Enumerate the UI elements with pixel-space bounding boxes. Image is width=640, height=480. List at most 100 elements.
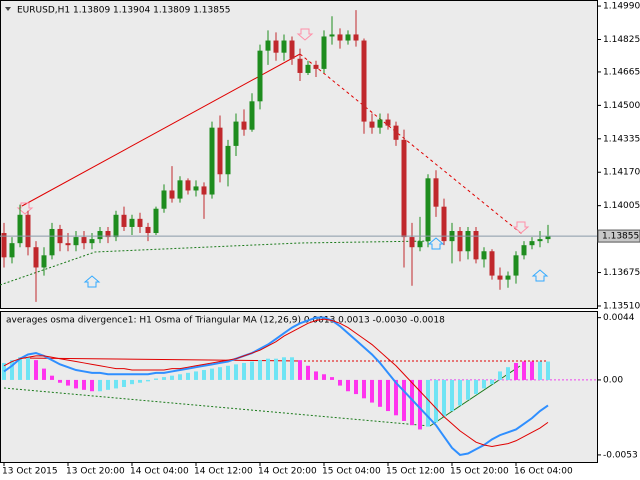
- osma-bar: [306, 365, 310, 380]
- osma-bar: [354, 379, 358, 395]
- candle-body: [33, 247, 39, 268]
- osma-bar: [154, 378, 158, 380]
- candle-body: [473, 231, 479, 260]
- osma-bar: [42, 368, 46, 380]
- y-tick-label: 1.14500: [603, 101, 640, 111]
- osma-bar: [434, 379, 438, 423]
- y-tick-label: 1.14335: [603, 134, 640, 144]
- candle-body: [193, 186, 199, 191]
- y-tick-label: 1.14170: [603, 168, 640, 178]
- candle-body: [81, 237, 87, 244]
- candle-body: [249, 101, 255, 130]
- candle-body: [65, 243, 71, 246]
- candle-body: [401, 139, 407, 238]
- candle-body: [425, 178, 431, 242]
- osma-bar: [10, 360, 14, 380]
- osma-bar: [202, 370, 206, 380]
- candle-body: [129, 218, 135, 227]
- candle-body: [361, 40, 367, 122]
- x-tick-label: 14 Oct 04:00: [130, 467, 189, 477]
- candle-body: [73, 237, 79, 246]
- candle-body: [105, 231, 111, 238]
- osma-bar: [26, 357, 30, 380]
- candle-body: [465, 231, 471, 252]
- divergence-line: [21, 53, 301, 207]
- osma-bar: [146, 379, 150, 382]
- candle-body: [265, 40, 271, 51]
- y-tick-label: 0.00: [603, 375, 623, 385]
- candle-body: [505, 275, 511, 280]
- candle-body: [529, 241, 535, 246]
- osma-bar: [298, 360, 302, 380]
- candle-body: [241, 121, 247, 130]
- x-tick-label: 15 Oct 20:00: [450, 467, 509, 477]
- osma-bar: [442, 379, 446, 417]
- osma-bar: [258, 360, 262, 380]
- osma-bar: [330, 377, 334, 380]
- osma-bar: [418, 379, 422, 430]
- price-chart-title: EURUSD,H1 1.13809 1.13904 1.13809 1.1385…: [17, 6, 230, 16]
- y-tick-label: -0.0053: [603, 450, 638, 460]
- candle-body: [321, 36, 327, 69]
- osma-bar: [290, 357, 294, 380]
- candle-body: [521, 245, 527, 256]
- candle-body: [441, 206, 447, 242]
- candle-body: [177, 180, 183, 199]
- candle-body: [225, 145, 231, 175]
- candle-body: [273, 40, 279, 53]
- osma-bar: [410, 379, 414, 426]
- y-tick-label: 1.14825: [603, 35, 640, 45]
- osma-bar: [466, 379, 470, 400]
- osma-bar: [266, 358, 270, 380]
- osma-bar: [394, 379, 398, 416]
- osma-bar: [82, 379, 86, 390]
- candle-body: [9, 243, 15, 258]
- candle-body: [329, 34, 335, 37]
- last-price-box: [597, 229, 640, 243]
- candle-body: [113, 214, 119, 238]
- osma-bar: [186, 372, 190, 380]
- osma-bar: [274, 358, 278, 380]
- y-tick-label: 1.14665: [603, 67, 640, 77]
- candle-body: [481, 251, 487, 260]
- osma-bar: [378, 379, 382, 407]
- candle-body: [297, 58, 303, 73]
- osma-bar: [314, 371, 318, 380]
- candle-body: [377, 119, 383, 128]
- osma-bar: [426, 379, 430, 427]
- collapse-icon[interactable]: [5, 7, 11, 11]
- candle-body: [353, 34, 359, 41]
- candle-body: [497, 275, 503, 280]
- osma-bar: [322, 374, 326, 380]
- candle-body: [433, 178, 439, 207]
- osma-bar: [50, 375, 54, 380]
- buy-arrow: [83, 275, 101, 288]
- candle-body: [337, 34, 343, 41]
- osma-bar: [98, 379, 102, 392]
- osma-bar: [506, 367, 510, 380]
- candle-body: [281, 40, 287, 53]
- osma-bar: [170, 375, 174, 380]
- osma-bar: [450, 379, 454, 412]
- osma-bar: [226, 365, 230, 380]
- candle-body: [409, 237, 415, 248]
- price-panel: [0, 0, 598, 309]
- candle-body: [369, 121, 375, 128]
- y-tick-label: 1.13675: [603, 268, 640, 278]
- osma-bar: [138, 379, 142, 383]
- candle-body: [305, 64, 311, 73]
- osma-bar: [386, 379, 390, 412]
- osma-bar: [74, 379, 78, 389]
- osma-bar: [482, 379, 486, 389]
- osma-bar: [90, 379, 94, 392]
- osma-bar: [282, 357, 286, 380]
- candle-body: [209, 127, 215, 195]
- osma-bar: [66, 379, 70, 386]
- osma-bar: [530, 361, 534, 380]
- sell-arrow: [512, 221, 530, 234]
- osma-bar: [250, 361, 254, 380]
- candle-body: [89, 239, 95, 244]
- candle-body: [169, 190, 175, 199]
- sell-arrow: [296, 28, 314, 41]
- candle-body: [1, 233, 7, 258]
